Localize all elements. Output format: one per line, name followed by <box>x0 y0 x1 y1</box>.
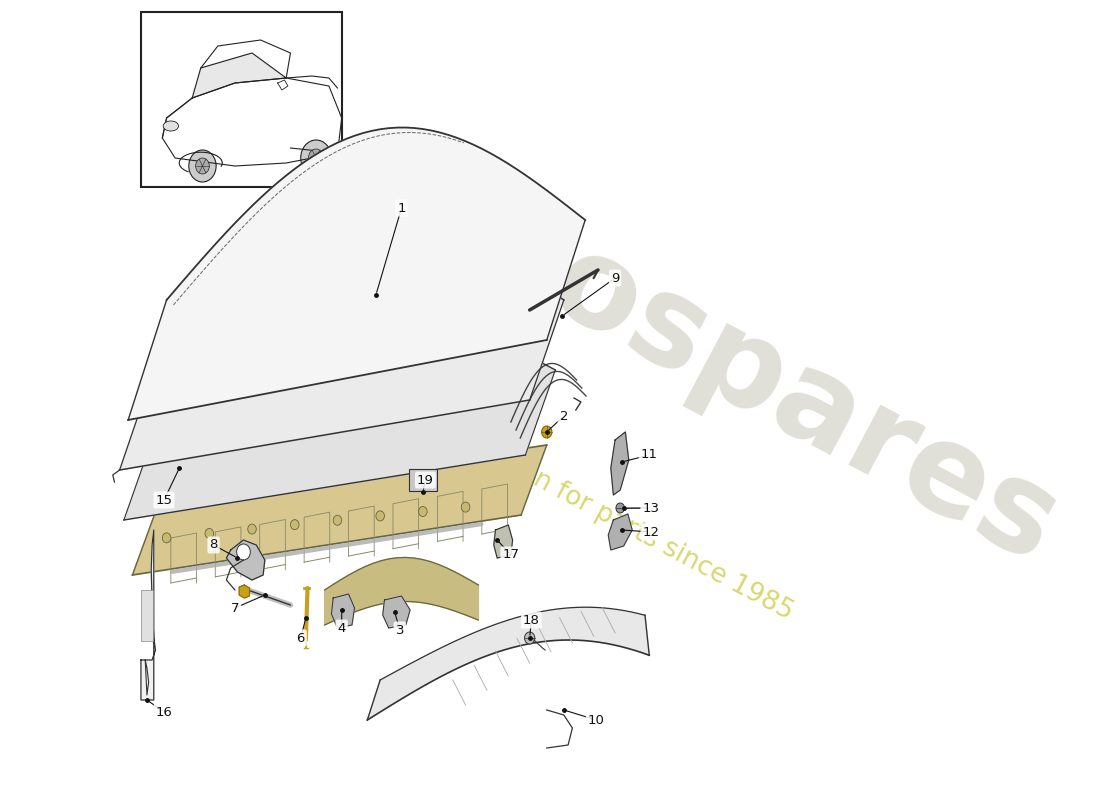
FancyBboxPatch shape <box>142 590 153 641</box>
Polygon shape <box>608 514 632 550</box>
Polygon shape <box>141 530 155 700</box>
Text: eurospares: eurospares <box>323 111 1078 589</box>
Polygon shape <box>227 540 265 580</box>
Polygon shape <box>494 525 513 558</box>
Circle shape <box>189 150 216 182</box>
FancyBboxPatch shape <box>409 469 437 491</box>
Circle shape <box>616 503 625 513</box>
Text: 6: 6 <box>297 631 305 645</box>
Text: 4: 4 <box>338 622 345 634</box>
Circle shape <box>525 632 535 644</box>
Circle shape <box>196 158 209 174</box>
Circle shape <box>248 524 256 534</box>
Text: 3: 3 <box>396 623 404 637</box>
Polygon shape <box>128 127 585 420</box>
Circle shape <box>333 515 342 526</box>
Polygon shape <box>367 607 649 720</box>
Circle shape <box>419 506 427 517</box>
Polygon shape <box>120 222 564 470</box>
Text: 16: 16 <box>155 706 173 718</box>
Text: 10: 10 <box>587 714 605 726</box>
Text: 8: 8 <box>209 538 218 551</box>
Circle shape <box>541 426 552 438</box>
Circle shape <box>290 520 299 530</box>
Text: 15: 15 <box>155 494 173 506</box>
Text: 9: 9 <box>610 271 619 285</box>
Circle shape <box>308 149 323 167</box>
Text: 2: 2 <box>560 410 568 422</box>
Text: 7: 7 <box>231 602 239 614</box>
Polygon shape <box>610 432 629 495</box>
Polygon shape <box>239 585 250 598</box>
Polygon shape <box>132 422 547 575</box>
Polygon shape <box>192 53 286 98</box>
Text: 19: 19 <box>417 474 433 486</box>
Text: 17: 17 <box>503 549 519 562</box>
Text: 1: 1 <box>397 202 406 214</box>
Ellipse shape <box>163 121 178 131</box>
Circle shape <box>300 140 331 176</box>
Circle shape <box>236 544 251 560</box>
Circle shape <box>163 533 170 543</box>
Circle shape <box>205 529 213 538</box>
Text: 12: 12 <box>642 526 660 538</box>
Circle shape <box>461 502 470 512</box>
Circle shape <box>376 511 384 521</box>
Polygon shape <box>124 310 556 520</box>
Polygon shape <box>324 558 478 625</box>
Text: 18: 18 <box>522 614 540 626</box>
Polygon shape <box>331 594 354 628</box>
Polygon shape <box>383 596 410 628</box>
Bar <box>141 12 342 187</box>
Text: 11: 11 <box>641 449 658 462</box>
Text: a passion for parts since 1985: a passion for parts since 1985 <box>433 415 798 625</box>
Text: 13: 13 <box>642 502 660 514</box>
